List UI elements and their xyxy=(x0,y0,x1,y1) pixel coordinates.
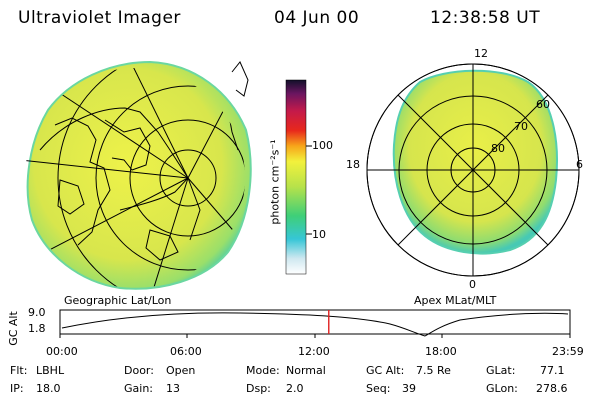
door-label: Door: xyxy=(124,364,154,377)
time-label: 12:38:58 UT xyxy=(430,8,541,28)
altitude-curve xyxy=(61,312,569,337)
glat-label: GLat: xyxy=(486,364,516,377)
mode-label: Mode: xyxy=(246,364,280,377)
right-auroral-image xyxy=(392,69,558,255)
apex-caption: Apex MLat/MLT xyxy=(414,294,497,307)
glon-label: GLon: xyxy=(486,382,518,395)
colorbar-gradient xyxy=(285,79,307,275)
seq-value: 39 xyxy=(402,382,416,395)
mlat-60-label: 60 xyxy=(536,98,550,111)
left-auroral-image xyxy=(26,60,252,290)
geographic-caption: Geographic Lat/Lon xyxy=(64,294,172,307)
ip-value: 18.0 xyxy=(36,382,61,395)
gain-value: 13 xyxy=(166,382,180,395)
alt-tick-1-8: 1.8 xyxy=(28,322,46,335)
seq-label: Seq: xyxy=(366,382,391,395)
mode-value: Normal xyxy=(286,364,326,377)
alt-tick-9: 9.0 xyxy=(28,306,46,319)
date-label: 04 Jun 00 xyxy=(274,8,360,28)
mlt-6-label: 6 xyxy=(576,158,583,171)
geographic-map xyxy=(25,60,252,290)
dsp-value: 2.0 xyxy=(286,382,304,395)
time-tick-1200: 12:00 xyxy=(298,345,330,358)
ip-label: IP: xyxy=(10,382,24,395)
time-tick-2359: 23:59 xyxy=(552,345,584,358)
polar-plot xyxy=(366,63,580,277)
altitude-panel xyxy=(59,309,571,338)
glat-value: 77.1 xyxy=(540,364,565,377)
altitude-frame xyxy=(59,309,571,335)
time-tick-1800: 18:00 xyxy=(425,345,457,358)
time-tick-0000: 00:00 xyxy=(46,345,78,358)
flt-label: Flt: xyxy=(10,364,28,377)
mlat-80-label: 80 xyxy=(491,142,505,155)
mlt-12-label: 12 xyxy=(474,47,488,60)
coast-outline xyxy=(231,61,249,97)
gc-alt-axis-label: GC Alt xyxy=(6,311,20,346)
door-value: Open xyxy=(166,364,196,377)
flt-value: LBHL xyxy=(36,364,65,377)
gcalt-value: 7.5 Re xyxy=(416,364,451,377)
colorbar-unit-label: photon cm⁻²s⁻¹ xyxy=(268,139,282,225)
gain-label: Gain: xyxy=(124,382,153,395)
gcalt-label: GC Alt: xyxy=(366,364,405,377)
time-tick-0600: 06:00 xyxy=(170,345,202,358)
mlt-0-label: 0 xyxy=(469,278,476,291)
glon-value: 278.6 xyxy=(536,382,568,395)
mlat-70-label: 70 xyxy=(514,120,528,133)
time-ticks xyxy=(59,334,571,338)
app-title: Ultraviolet Imager xyxy=(18,8,181,28)
colorbar-tick-100: 100 xyxy=(312,139,333,152)
colorbar xyxy=(285,79,312,275)
dsp-label: Dsp: xyxy=(246,382,271,395)
mlt-18-label: 18 xyxy=(346,158,360,171)
colorbar-tick-10: 10 xyxy=(312,228,326,241)
